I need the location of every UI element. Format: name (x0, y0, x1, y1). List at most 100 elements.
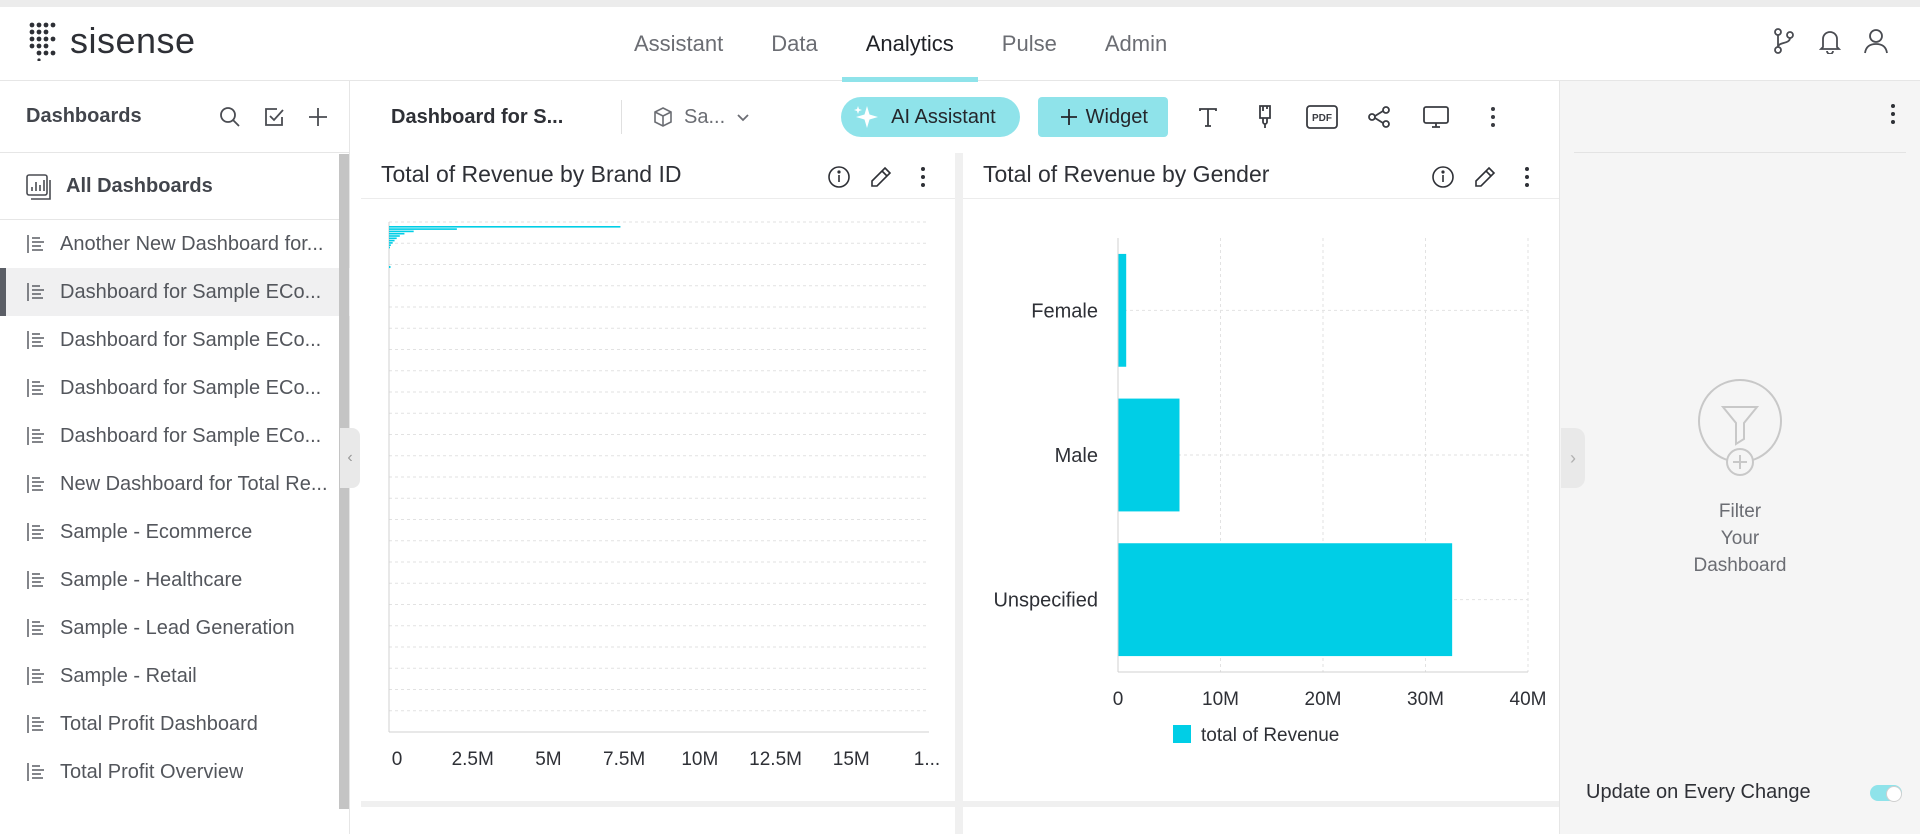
brand-revenue-chart: 0 2.5M 5M 7.5M 10M 12.5M 15M 1... (388, 221, 940, 770)
widget-revenue-by-gender[interactable]: Total of Revenue by Gender Female Male Uns… (963, 153, 1559, 801)
dashboard-list-item[interactable]: New Dashboard for Total Re... (0, 460, 350, 508)
dashboard-list-icon (27, 235, 44, 253)
bar (1118, 398, 1180, 512)
x-tick-label: 20M (1305, 689, 1342, 710)
more-options-icon[interactable] (1477, 101, 1509, 133)
bar (1118, 543, 1453, 657)
x-tick-label: 10M (1202, 689, 1239, 710)
dashboard-list-label: Total Profit Overview (60, 760, 244, 783)
dashboards-panel: Dashboards All Dashboards Another New Da… (0, 81, 350, 834)
add-filter-icon[interactable] (1695, 379, 1785, 479)
top-right-icons (1770, 27, 1890, 55)
widget-revenue-by-brand[interactable]: Total of Revenue by Brand ID 0 2.5M 5M 7.5M… (361, 153, 955, 801)
bar (389, 266, 391, 268)
x-tick-label: 12.5M (749, 749, 802, 770)
bar (389, 226, 621, 228)
dashboard-list-icon (27, 331, 44, 349)
filters-more-icon[interactable] (1890, 103, 1896, 130)
category-label: Female (1031, 300, 1098, 322)
x-tick-label: 0 (1113, 689, 1124, 710)
dashboard-list-item[interactable]: Sample - Lead Generation (0, 604, 350, 652)
update-on-every-change-row: Update on Every Change (1586, 781, 1902, 804)
monitor-icon[interactable] (1420, 101, 1452, 133)
dashboard-list-label: Sample - Healthcare (60, 568, 243, 591)
nav-tab-data[interactable]: Data (771, 31, 818, 56)
bar (389, 242, 393, 244)
filter-empty-state: Filter Your Dashboard (1690, 379, 1790, 579)
dashboards-panel-header: Dashboards (0, 81, 349, 153)
pdf-icon[interactable]: PDF (1305, 101, 1338, 133)
update-on-every-change-toggle[interactable] (1870, 784, 1902, 802)
category-label: Unspecified (993, 590, 1098, 612)
ai-assistant-label: AI Assistant (891, 105, 996, 128)
widget-more-icon[interactable] (1513, 163, 1541, 191)
data-model-selector[interactable]: Sa... (652, 106, 751, 129)
all-dashboards-icon (26, 173, 51, 200)
dashboard-list-item[interactable]: Dashboard for Sample ECo... (0, 412, 350, 460)
filter-empty-line-3: Dashboard (1693, 555, 1787, 576)
edit-pencil-icon[interactable] (1471, 163, 1499, 191)
bar (389, 239, 395, 242)
share-icon[interactable] (1363, 101, 1395, 133)
filter-empty-line-1: Filter (1718, 501, 1762, 522)
info-icon[interactable] (1429, 163, 1457, 191)
logo-dots-icon (29, 22, 56, 61)
edit-pencil-icon[interactable] (867, 163, 895, 191)
dashboard-toolbar: Dashboard for S... Sa... AI Assistant Wi… (361, 81, 1559, 153)
search-icon[interactable] (219, 106, 241, 128)
x-tick-label: 15M (833, 749, 870, 770)
sisense-logo[interactable]: sisense (28, 20, 196, 61)
nav-tab-assistant[interactable]: Assistant (634, 31, 724, 56)
x-tick-label: 0 (392, 749, 403, 770)
x-tick-label: 30M (1407, 689, 1444, 710)
bar (389, 232, 405, 235)
bar (389, 228, 457, 230)
nav-tab-analytics[interactable]: Analytics (841, 7, 978, 82)
git-branch-icon[interactable] (1770, 27, 1798, 55)
dashboard-list-item[interactable]: Total Profit Overview (0, 748, 350, 796)
dashboard-list-item[interactable]: Sample - Healthcare (0, 556, 350, 604)
dashboard-list-icon (27, 619, 44, 637)
dashboard-list-item[interactable]: Another New Dashboard for... (0, 220, 350, 268)
nav-tab-admin[interactable]: Admin (1104, 31, 1168, 56)
main-nav: Assistant Data Analytics Pulse Admin (610, 7, 1191, 82)
plus-icon[interactable] (307, 106, 329, 128)
dashboard-list-label: Sample - Retail (60, 664, 197, 687)
collapse-right-panel-button[interactable]: › (1561, 428, 1585, 488)
dashboard-list-icon (27, 475, 44, 493)
all-dashboards-item[interactable]: All Dashboards (0, 154, 350, 220)
x-tick-label: 40M (1510, 689, 1547, 710)
collapse-left-panel-button[interactable]: ‹ (340, 428, 360, 488)
paint-brush-icon[interactable] (1249, 101, 1281, 133)
sparkle-icon (854, 106, 879, 128)
dashboard-list-label: New Dashboard for Total Re... (60, 472, 328, 495)
widget-more-icon[interactable] (909, 163, 937, 191)
filters-panel: Filter Your Dashboard Update on Every Ch… (1559, 81, 1920, 834)
nav-tab-pulse[interactable]: Pulse (1001, 31, 1057, 56)
bell-icon[interactable] (1816, 27, 1844, 55)
add-widget-button[interactable]: Widget (1037, 97, 1168, 137)
dashboard-list-icon (27, 571, 44, 589)
ai-assistant-button[interactable]: AI Assistant (841, 97, 1020, 137)
chevron-down-icon (737, 114, 749, 122)
dashboard-list-item[interactable]: Dashboard for Sample ECo... (0, 364, 350, 412)
dashboard-list-item[interactable]: Dashboard for Sample ECo... (0, 316, 350, 364)
dashboard-list-label: Sample - Lead Generation (60, 616, 295, 639)
dashboard-list-item[interactable]: Total Profit Dashboard (0, 700, 350, 748)
dashboard-list-item[interactable]: Dashboard for Sample ECo... (0, 268, 350, 316)
dashboard-list-icon (27, 763, 44, 781)
dashboard-list-label: Dashboard for Sample ECo... (60, 280, 322, 303)
widget-lower-left[interactable] (361, 807, 955, 837)
widget-header: Total of Revenue by Gender (963, 153, 1559, 199)
info-icon[interactable] (825, 163, 853, 191)
check-square-icon[interactable] (263, 106, 285, 128)
dashboard-list-item[interactable]: Sample - Retail (0, 652, 350, 700)
dashboard-name[interactable]: Dashboard for S... (391, 105, 564, 128)
widget-lower-right[interactable] (963, 807, 1559, 837)
widget-header: Total of Revenue by Brand ID (361, 153, 955, 199)
logo-text: sisense (70, 20, 196, 61)
dashboard-list-item[interactable]: Sample - Ecommerce (0, 508, 350, 556)
text-icon[interactable] (1192, 101, 1224, 133)
user-icon[interactable] (1862, 27, 1890, 55)
toolbar-divider (621, 100, 622, 134)
